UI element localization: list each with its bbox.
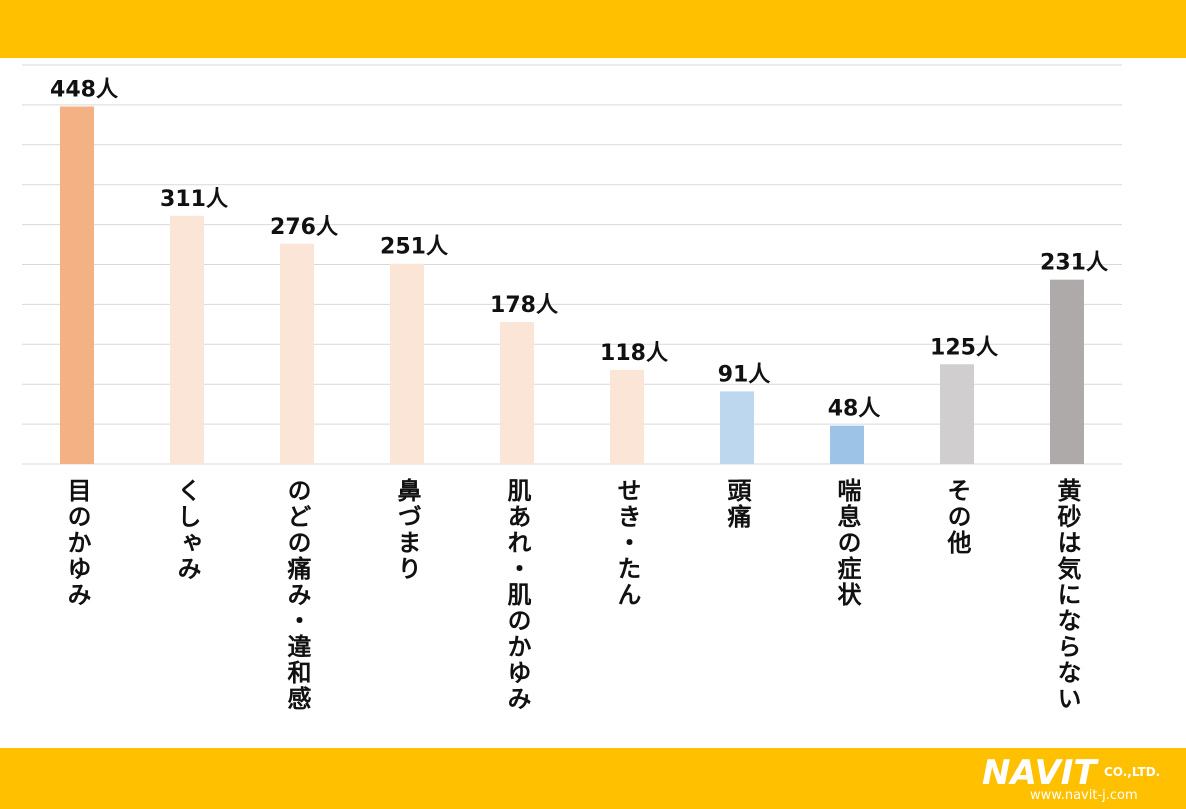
bar: [500, 321, 534, 464]
x-tick-label: その他: [943, 478, 972, 556]
value-label: 91人: [718, 362, 771, 387]
bar: [390, 263, 424, 464]
bar: [170, 215, 204, 464]
logo-suffix: CO.,LTD.: [1104, 765, 1160, 779]
value-label: 311人: [160, 187, 228, 212]
value-label: 178人: [490, 293, 558, 318]
x-tick-label: せき・たん: [613, 478, 641, 608]
value-label: 251人: [380, 235, 448, 260]
logo: NAVIT CO.,LTD. www.navit-j.com: [982, 753, 1160, 803]
logo-name: NAVIT: [982, 753, 1099, 793]
bar: [610, 369, 644, 464]
x-tick-label: 肌あれ・肌のかゆみ: [503, 478, 531, 712]
value-label: 118人: [600, 341, 668, 366]
bottom-band: [0, 748, 1186, 809]
value-label: 448人: [50, 77, 118, 102]
x-tick-label: くしゃみ: [173, 478, 201, 582]
bar: [720, 391, 754, 464]
logo-url: www.navit-j.com: [1030, 788, 1138, 803]
value-label: 125人: [930, 335, 998, 360]
x-tick-label: 頭痛: [723, 478, 751, 530]
top-band: [0, 0, 1186, 58]
bar: [830, 425, 864, 464]
x-tick-label: 黄砂は気にならない: [1053, 478, 1081, 712]
bar: [940, 364, 974, 464]
x-tick-label: 鼻づまり: [393, 477, 421, 582]
value-label: 276人: [270, 215, 338, 240]
x-tick-label: 目のかゆみ: [63, 478, 91, 608]
x-tick-label: のどの痛み・違和感: [283, 478, 311, 712]
value-label: 48人: [828, 397, 881, 422]
bar: [60, 106, 94, 464]
value-label: 231人: [1040, 251, 1108, 276]
bar: [280, 243, 314, 464]
x-tick-label: 喘息の症状: [833, 478, 861, 608]
bar: [1050, 279, 1084, 464]
